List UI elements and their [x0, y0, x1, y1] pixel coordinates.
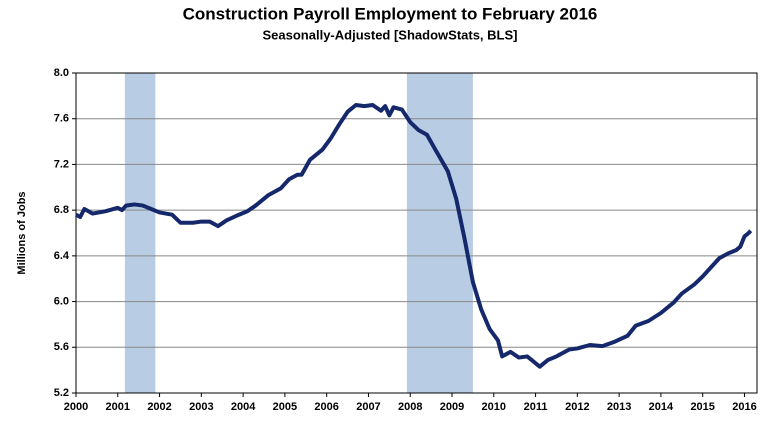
x-tick-label: 2016 — [732, 401, 756, 413]
y-tick-label: 7.6 — [54, 113, 69, 125]
x-tick-label: 2001 — [106, 401, 130, 413]
y-axis-label: Millions of Jobs — [16, 191, 28, 274]
y-tick-label: 5.2 — [54, 387, 69, 399]
data-line — [75, 103, 753, 369]
x-tick-label: 2012 — [565, 401, 589, 413]
x-tick-label: 2008 — [398, 401, 422, 413]
x-tick-label: 2011 — [524, 401, 548, 413]
chart-subtitle: Seasonally-Adjusted [ShadowStats, BLS] — [263, 27, 518, 42]
x-tick-label: 2002 — [147, 401, 171, 413]
plot-border — [75, 72, 758, 394]
x-tick-label: 2003 — [189, 401, 213, 413]
x-tick-label: 2004 — [231, 401, 256, 413]
x-tick-label: 2010 — [482, 401, 506, 413]
y-tick-label: 5.6 — [54, 341, 69, 353]
recession-band — [124, 73, 156, 393]
x-tick-label: 2005 — [273, 401, 297, 413]
x-tick-label: 2014 — [649, 401, 674, 413]
x-tick-label: 2015 — [690, 401, 714, 413]
y-tick-label: 7.2 — [54, 158, 69, 170]
x-tick-label: 2013 — [607, 401, 631, 413]
x-tick-label: 2000 — [64, 401, 88, 413]
y-tick-label: 6.0 — [54, 295, 69, 307]
chart-title: Construction Payroll Employment to Febru… — [183, 4, 598, 23]
y-tick-label: 6.8 — [54, 204, 69, 216]
x-tick-label: 2007 — [356, 401, 380, 413]
y-tick-label: 8.0 — [54, 67, 69, 79]
x-tick-label: 2006 — [314, 401, 338, 413]
y-tick-label: 6.4 — [54, 250, 70, 262]
x-tick-label: 2009 — [440, 401, 464, 413]
